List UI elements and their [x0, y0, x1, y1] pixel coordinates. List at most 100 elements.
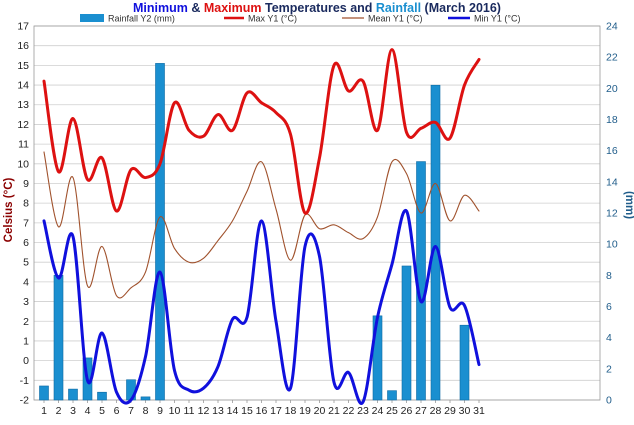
y1-tick-label: 16 — [17, 40, 29, 52]
x-tick-label: 23 — [357, 405, 369, 417]
x-tick-label: 12 — [198, 405, 210, 417]
legend-swatch-rain — [80, 14, 104, 22]
grid — [34, 25, 600, 401]
legend-item-rain: Rainfall Y2 (mm) — [80, 14, 175, 24]
y2-tick-label: 12 — [606, 208, 618, 220]
mean-temp-line — [43, 151, 480, 299]
y1-tick-label: 12 — [17, 119, 29, 131]
x-tick-label: 30 — [459, 405, 471, 417]
x-tick-label: 11 — [184, 405, 195, 417]
y2-tick-label: 4 — [606, 332, 612, 344]
x-tick-label: 18 — [285, 405, 297, 417]
min-temp-line — [42, 209, 481, 405]
y2-tick-label: 10 — [606, 239, 618, 251]
rainfall-bar — [140, 396, 151, 401]
y2-tick-label: 22 — [606, 52, 618, 64]
y2-tick-label: 8 — [606, 270, 612, 282]
x-tick-label: 3 — [70, 405, 76, 417]
rainfall-bar — [430, 84, 441, 401]
rainfall-bar — [39, 385, 49, 401]
y1-tick-label: 0 — [23, 355, 29, 367]
x-tick-label: 20 — [314, 405, 326, 417]
y1-tick-label: 7 — [23, 217, 29, 229]
y2-tick-label: 2 — [606, 363, 612, 375]
y2-tick-label: 18 — [606, 114, 618, 126]
legend-item-max: Max Y1 (°C) — [224, 14, 297, 24]
rainfall-bar — [459, 324, 470, 401]
y2-tick-label: 14 — [606, 176, 618, 188]
x-tick-label: 2 — [56, 405, 62, 417]
rainfall-bar — [387, 390, 397, 401]
x-tick-label: 7 — [128, 405, 134, 417]
legend-label-max: Max Y1 (°C) — [248, 14, 297, 24]
title-rainfall: Rainfall — [376, 1, 421, 15]
y1-tick-label: -2 — [20, 395, 29, 407]
rainfall-bar — [97, 391, 107, 401]
y1-tick-label: 6 — [23, 237, 29, 249]
legend-label-min: Min Y1 (°C) — [474, 14, 520, 24]
title-maximum: Maximum — [204, 1, 262, 15]
x-tick-label: 8 — [143, 405, 149, 417]
legend-item-min: Min Y1 (°C) — [448, 14, 520, 24]
max-temp-line — [42, 48, 481, 215]
y1-tick-label: 13 — [17, 99, 29, 111]
rainfall-bar — [155, 63, 165, 401]
legend-label-mean: Mean Y1 (°C) — [368, 14, 422, 24]
title-month: (March 2016) — [421, 1, 501, 15]
y1-tick-label: 11 — [18, 139, 29, 151]
x-tick-labels: 1 2 3 4 5 6 7 8 9 10 11 12 13 14 15 16 17 18 19 20 21 22 23 24 2… — [41, 400, 485, 417]
title-middle: Temperatures and — [262, 1, 376, 15]
x-tick-label: 19 — [299, 405, 311, 417]
x-tick-label: 9 — [157, 405, 163, 417]
x-tick-label: 15 — [241, 405, 253, 417]
x-tick-label: 22 — [343, 405, 355, 417]
y1-tick-label: 8 — [23, 198, 29, 210]
title-minimum: Minimum — [133, 1, 188, 15]
x-tick-label: 1 — [41, 405, 47, 417]
x-tick-label: 10 — [169, 405, 181, 417]
y1-axis-label: Celsius (°C) — [3, 178, 15, 243]
plot-area: -2-1012345678910111213141516170246810121… — [17, 21, 618, 418]
x-tick-label: 13 — [212, 405, 224, 417]
y1-tick-label: 3 — [23, 296, 29, 308]
x-tick-label: 16 — [256, 405, 268, 417]
chart-title: Minimum & Maximum Temperatures and Rainf… — [133, 1, 501, 15]
y2-tick-label: 16 — [606, 145, 618, 157]
rainfall-bar — [53, 275, 64, 401]
y1-tick-label: 17 — [17, 21, 29, 33]
y1-tick-label: 9 — [23, 178, 29, 190]
y1-tick-label: 1 — [23, 335, 29, 347]
y2-tick-label: 20 — [606, 83, 618, 95]
y2-tick-label: 0 — [606, 395, 612, 407]
x-tick-label: 14 — [227, 405, 239, 417]
rainfall-bars — [39, 63, 470, 401]
x-tick-label: 6 — [114, 405, 120, 417]
title-amp: & — [188, 1, 204, 15]
x-tick-label: 4 — [85, 405, 91, 417]
y1-tick-label: 2 — [23, 316, 29, 328]
x-tick-label: 5 — [99, 405, 105, 417]
x-tick-label: 29 — [444, 405, 456, 417]
y1-tick-label: 4 — [23, 276, 29, 288]
legend: Rainfall Y2 (mm) Max Y1 (°C) Mean Y1 (°C… — [80, 14, 520, 24]
x-tick-label: 17 — [270, 405, 282, 417]
y1-tick-label: 10 — [17, 158, 29, 170]
x-tick-label: 28 — [430, 405, 442, 417]
x-tick-label: 27 — [415, 405, 427, 417]
y1-tick-label: 14 — [17, 80, 29, 92]
y2-tick-label: 6 — [606, 301, 612, 313]
y1-tick-label: 15 — [17, 60, 29, 72]
y1-tick-label: -1 — [20, 375, 29, 387]
x-tick-label: 26 — [401, 405, 413, 417]
y1-tick-label: 5 — [23, 257, 29, 269]
x-tick-label: 31 — [473, 405, 485, 417]
rainfall-bar — [401, 265, 412, 401]
y2-tick-label: 24 — [606, 21, 618, 33]
x-tick-label: 25 — [386, 405, 398, 417]
y2-axis-label: (mm) — [623, 191, 634, 219]
plot-frame — [33, 25, 601, 401]
